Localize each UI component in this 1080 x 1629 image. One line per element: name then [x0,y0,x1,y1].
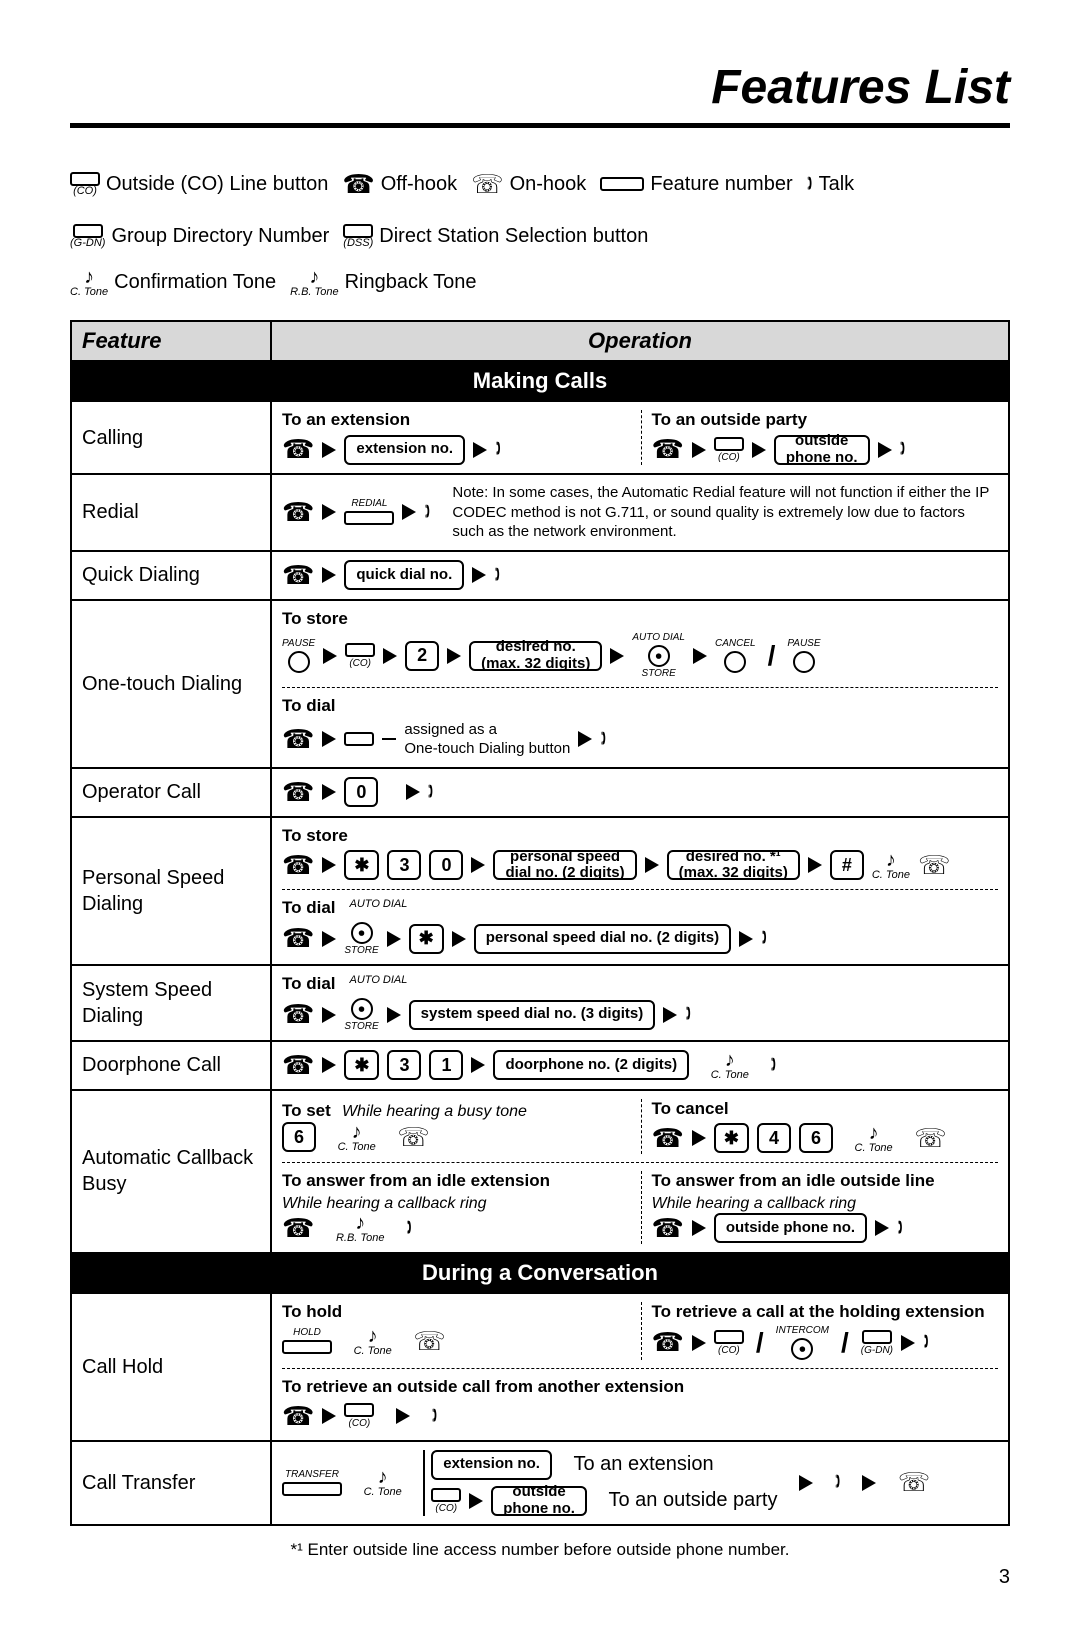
legend-offhook: Off-hook [342,158,457,210]
offhook-icon [282,497,314,528]
row-callhold: Call Hold To hold HOLD ♪C. Tone To retri… [71,1293,1009,1441]
row-system: System Speed Dialing To dial AUTO DIAL ⏺… [71,965,1009,1041]
offhook-icon [652,1213,684,1244]
page: Features List (CO) Outside (CO) Line but… [0,0,1080,1629]
talk-icon: 🕽 [424,501,430,524]
talk-icon: 🕽 [432,1405,438,1428]
offhook-icon [282,1401,314,1432]
row-quick: Quick Dialing quick dial no. 🕽 [71,551,1009,600]
talk-icon: 🕽 [494,564,500,587]
legend-co: (CO) Outside (CO) Line button [70,164,328,204]
talk-icon: 🕽 [600,728,606,751]
page-number: 3 [70,1566,1010,1589]
features-table: Feature Operation Making Calls Calling T… [70,320,1010,1526]
legend-rbtone: ♪R.B. Tone Ringback Tone [290,262,476,302]
onhook-icon [918,850,951,881]
onhook-icon [413,1326,446,1357]
talk-icon: 🕽 [807,164,813,204]
talk-icon: 🕽 [923,1331,929,1354]
row-operator: Operator Call 0 🕽 [71,768,1009,817]
legend-featnum: Feature number [600,164,792,204]
onhook-icon [914,1123,947,1154]
talk-icon: 🕽 [495,438,501,461]
talk-icon: 🕽 [761,927,767,950]
offhook-icon [282,1213,314,1244]
offhook-icon [282,923,314,954]
talk-icon: 🕽 [685,1003,691,1026]
legend-dss: (DSS) Direct Station Selection button [343,216,648,256]
legend: (CO) Outside (CO) Line button Off-hook O… [70,158,1010,302]
section-during-conv: During a Conversation [71,1253,1009,1293]
title-rule [70,123,1010,128]
onhook-icon [471,158,504,210]
talk-icon: 🕽 [770,1054,776,1077]
row-redial: Redial REDIAL 🕽 Note: In some cases, the… [71,474,1009,551]
talk-icon: 🕽 [428,781,434,804]
offhook-icon [652,434,684,465]
offhook-icon [282,850,314,881]
offhook-icon [342,158,374,210]
onhook-icon [898,1467,931,1498]
th-feature: Feature [71,321,271,361]
table-header-row: Feature Operation [71,321,1009,361]
offhook-icon [652,1327,684,1358]
row-personal: Personal Speed Dialing To store ✱ 3 0 pe… [71,817,1009,965]
page-title: Features List [70,60,1010,115]
talk-icon: 🕽 [406,1217,412,1240]
offhook-icon [282,560,314,591]
section-making-calls: Making Calls [71,361,1009,401]
offhook-icon [652,1123,684,1154]
onhook-icon [397,1122,430,1153]
offhook-icon [282,999,314,1030]
talk-icon: 🕽 [835,1471,841,1494]
talk-icon: 🕽 [897,1217,903,1240]
legend-onhook: On-hook [471,158,586,210]
legend-talk: 🕽 Talk [807,164,855,204]
legend-gdn: (G-DN) Group Directory Number [70,216,329,256]
offhook-icon [282,1050,314,1081]
legend-ctone: ♪C. Tone Confirmation Tone [70,262,276,302]
row-transfer: Call Transfer TRANSFER ♪C. Tone extensio… [71,1441,1009,1525]
footnote: *¹ Enter outside line access number befo… [70,1540,1010,1560]
row-onetouch: One-touch Dialing To store PAUSE (CO) 2 … [71,600,1009,768]
row-calling: Calling To an extension extension no. 🕽 … [71,401,1009,474]
talk-icon: 🕽 [900,438,906,461]
row-callback: Automatic Callback Busy To set While hea… [71,1090,1009,1253]
offhook-icon [282,777,314,808]
row-doorphone: Doorphone Call ✱ 3 1 doorphone no. (2 di… [71,1041,1009,1090]
offhook-icon [282,434,314,465]
th-operation: Operation [271,321,1009,361]
offhook-icon [282,724,314,755]
